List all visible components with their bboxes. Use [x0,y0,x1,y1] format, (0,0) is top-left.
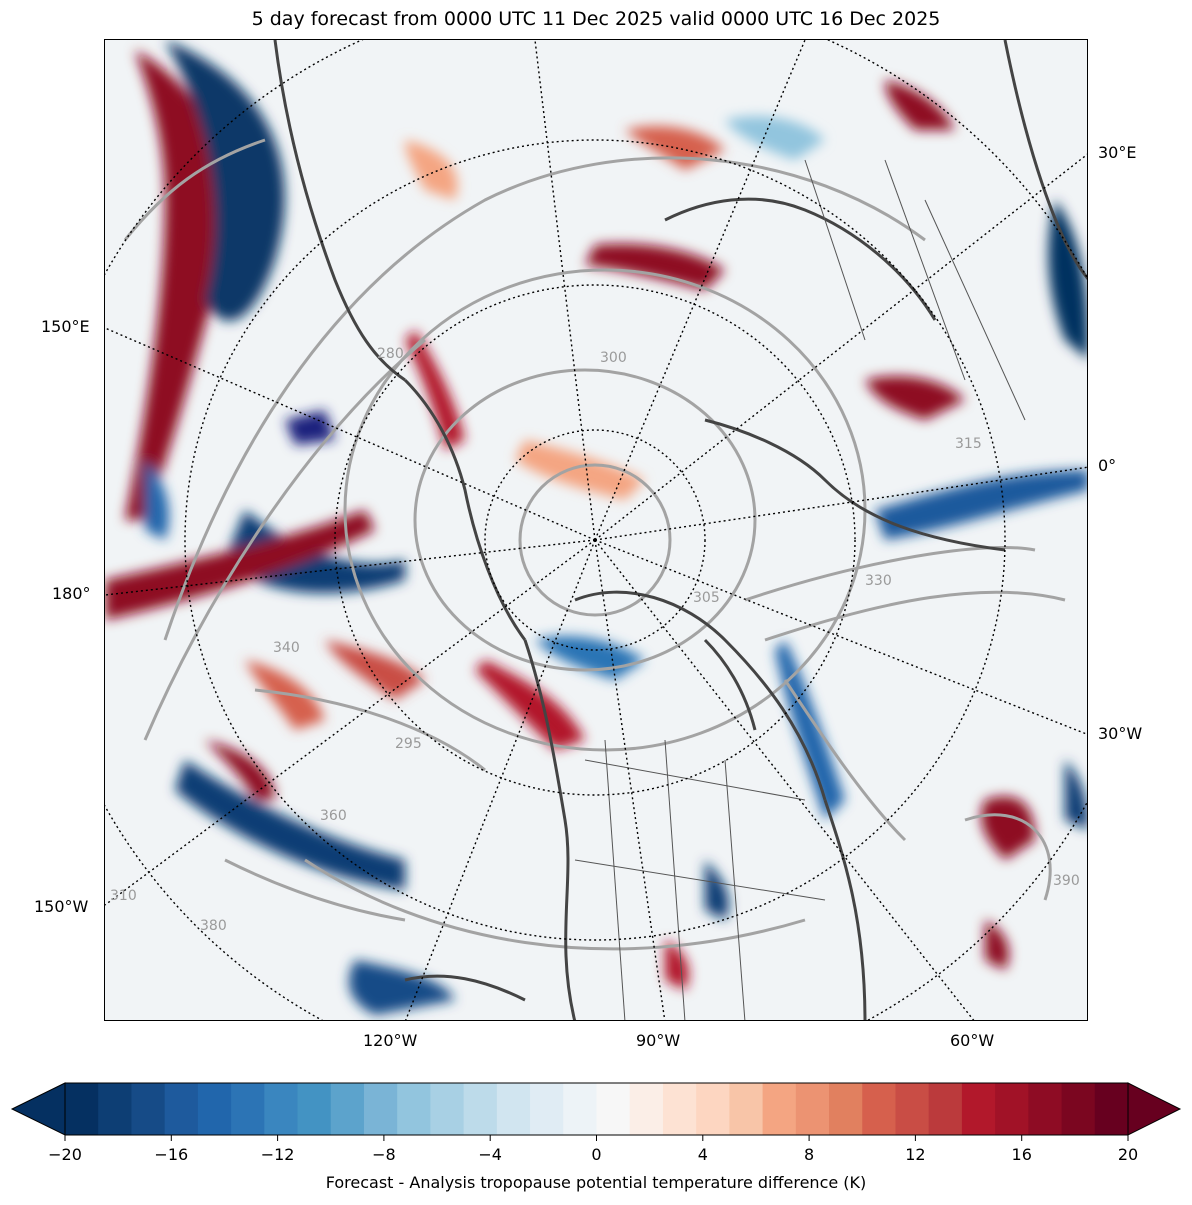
colorbar-segment [862,1083,897,1135]
colorbar-segment [397,1083,432,1135]
colorbar-tick-label: 8 [804,1145,814,1164]
contour-label: 305 [693,590,720,606]
lon-label-150w: 150°W [34,897,89,916]
colorbar-segment [1028,1083,1063,1135]
contour-label: 295 [395,736,422,752]
colorbar-segment [65,1083,99,1135]
contour-label: 380 [200,918,227,934]
colorbar-segment [829,1083,863,1135]
lon-label-180: 180° [52,584,91,603]
colorbar-segment [197,1083,232,1135]
colorbar-segment [131,1083,166,1135]
colorbar-tick-label: 12 [905,1145,925,1164]
colorbar-tick-label: 4 [698,1145,708,1164]
colorbar-segment [430,1083,465,1135]
lon-label-120w: 120°W [363,1031,418,1050]
tropopause-contours [123,138,1066,951]
lon-label-30w: 30°W [1098,724,1143,743]
contour-label: 340 [273,640,300,656]
lon-label-90w: 90°W [636,1031,681,1050]
colorbar-segment [662,1083,697,1135]
colorbar-segment [729,1083,764,1135]
contour-label: 300 [600,350,627,366]
colorbar-tick-label: 20 [1118,1145,1138,1164]
difference-shading [105,40,1087,1015]
colorbar-segments [10,1082,1182,1136]
colorbar-segment [563,1083,598,1135]
colorbar-segment [961,1083,996,1135]
lon-label-0: 0° [1098,456,1117,475]
contour-label: 310 [110,888,137,904]
lon-label-30e: 30°E [1098,143,1137,162]
colorbar-segment [696,1083,730,1135]
colorbar-tick-label: −8 [372,1145,396,1164]
map-field: 280 300 305 315 330 340 360 380 390 295 … [105,40,1087,1020]
colorbar-segment [330,1083,365,1135]
colorbar-segment [496,1083,531,1135]
colorbar-extend-low [10,1082,66,1136]
coastlines [273,40,1087,1020]
contour-label: 330 [865,573,892,589]
colorbar-tick-label: 0 [591,1145,601,1164]
colorbar-tick-label: 16 [1012,1145,1032,1164]
colorbar-segment [363,1083,398,1135]
colorbar-segment [264,1083,299,1135]
colorbar-segment [629,1083,664,1135]
colorbar-segment [463,1083,498,1135]
colorbar-segment [231,1083,265,1135]
colorbar-segment [530,1083,564,1135]
colorbar-segment [297,1083,332,1135]
colorbar-segment [1094,1083,1129,1135]
contour-value-labels: 280 300 305 315 330 340 360 380 390 295 … [110,346,1080,934]
contour-label: 360 [320,808,347,824]
colorbar-segment [1061,1083,1096,1135]
country-borders [574,159,1026,1020]
colorbar-ticks: −20 −16 −12 −8 −4 0 4 8 12 16 20 [48,1135,1138,1164]
colorbar-extend-high [1127,1082,1182,1136]
colorbar-segment [995,1083,1029,1135]
colorbar-segment [928,1083,963,1135]
colorbar-tick-label: −20 [48,1145,82,1164]
colorbar-segment [596,1083,631,1135]
map-title: 5 day forecast from 0000 UTC 11 Dec 2025… [251,8,941,30]
colorbar-label: Forecast - Analysis tropopause potential… [325,1173,867,1192]
graticule [105,40,1087,1020]
colorbar-segment [895,1083,930,1135]
colorbar: −20 −16 −12 −8 −4 0 4 8 12 16 20 [10,1082,1182,1164]
lon-label-60w: 60°W [950,1031,995,1050]
colorbar-tick-label: −16 [154,1145,188,1164]
colorbar-segment [795,1083,830,1135]
contour-label: 315 [955,436,982,452]
colorbar-tick-label: −12 [261,1145,295,1164]
colorbar-segment [164,1083,199,1135]
contour-label: 280 [377,346,404,362]
colorbar-segment [762,1083,797,1135]
lon-label-150e: 150°E [41,317,90,336]
contour-label: 390 [1053,873,1080,889]
map-panel: 280 300 305 315 330 340 360 380 390 295 … [104,39,1088,1021]
colorbar-tick-label: −4 [478,1145,502,1164]
colorbar-segment [98,1083,133,1135]
